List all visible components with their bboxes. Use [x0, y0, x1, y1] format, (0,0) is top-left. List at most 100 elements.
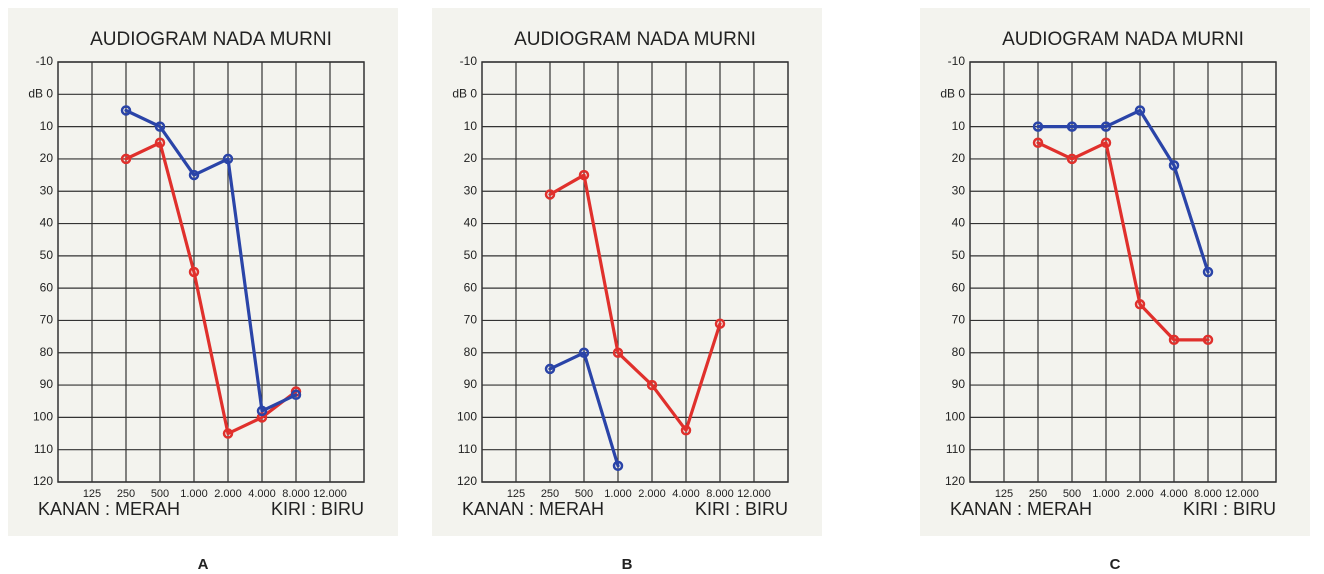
y-tick-label: 90	[40, 377, 54, 391]
y-tick-label: 30	[40, 183, 54, 197]
y-tick-label: 60	[40, 280, 54, 294]
chart-title: AUDIOGRAM NADA MURNI	[1002, 29, 1244, 50]
x-tick-label: 4.000	[672, 488, 700, 500]
data-point	[222, 153, 234, 165]
data-point	[612, 460, 624, 472]
y-tick-label: 60	[464, 280, 478, 294]
y-tick-label: 10	[40, 119, 54, 133]
legend-right: KIRI : BIRU	[271, 499, 364, 519]
chart-title: AUDIOGRAM NADA MURNI	[514, 29, 756, 50]
data-point	[1032, 137, 1044, 149]
y-tick-label: 100	[33, 410, 53, 424]
y-tick-label: 90	[952, 377, 966, 391]
series-line	[124, 141, 298, 436]
data-point	[578, 347, 590, 359]
data-point	[1032, 121, 1044, 132]
x-tick-label: 8.000	[706, 488, 734, 500]
x-tick-label: 250	[1029, 488, 1047, 500]
data-point	[612, 347, 624, 359]
y-tick-label: 80	[952, 345, 966, 359]
data-point	[544, 189, 556, 200]
y-tick-label: 10	[464, 119, 478, 133]
x-tick-label: 4.000	[248, 488, 276, 500]
panel-label: A	[198, 556, 209, 573]
chart-title: AUDIOGRAM NADA MURNI	[90, 29, 332, 50]
x-tick-label: 125	[507, 488, 525, 500]
data-point	[222, 428, 234, 439]
data-point	[188, 266, 200, 278]
legend-right: KIRI : BIRU	[695, 499, 788, 519]
data-point	[120, 153, 132, 165]
y-tick-label: 30	[464, 183, 478, 197]
x-tick-label: 125	[83, 488, 101, 500]
data-point	[714, 318, 726, 329]
data-point	[1066, 153, 1078, 165]
y-tick-label: dB 0	[452, 86, 477, 100]
y-tick-label: 30	[952, 183, 966, 197]
data-point	[578, 169, 590, 181]
y-tick-label: 70	[464, 313, 478, 327]
panel-label: B	[622, 556, 633, 573]
y-tick-label: 100	[945, 410, 965, 424]
data-point	[1134, 299, 1146, 310]
data-point	[1134, 105, 1146, 116]
y-tick-label: 80	[40, 345, 54, 359]
data-point	[256, 412, 268, 423]
data-point	[154, 137, 166, 149]
x-tick-label: 1.000	[1092, 488, 1120, 500]
y-tick-label: 20	[464, 151, 478, 165]
y-tick-label: 70	[40, 313, 54, 327]
y-tick-label: 90	[464, 377, 478, 391]
y-tick-label: 10	[952, 119, 966, 133]
data-point	[1168, 334, 1180, 346]
y-tick-label: 40	[952, 216, 966, 230]
x-tick-label: 1.000	[604, 488, 632, 500]
series-line	[1036, 108, 1210, 274]
data-point	[290, 389, 302, 401]
y-tick-label: 20	[40, 151, 54, 165]
x-tick-label: 2.000	[214, 488, 242, 500]
y-tick-label: 110	[34, 442, 53, 456]
paper	[8, 8, 398, 536]
data-point	[154, 121, 166, 132]
y-tick-label: 50	[952, 248, 966, 262]
data-point	[1066, 121, 1078, 132]
panel-label: C	[1110, 556, 1121, 573]
data-point	[1202, 334, 1214, 346]
y-tick-label: 60	[952, 280, 966, 294]
y-tick-label: -10	[948, 54, 966, 68]
y-tick-label: 110	[458, 442, 477, 456]
data-point	[256, 405, 268, 417]
x-tick-label: 12.000	[1225, 488, 1259, 500]
y-tick-label: 40	[40, 216, 54, 230]
x-tick-label: 1.000	[180, 488, 208, 500]
y-tick-label: 50	[464, 248, 478, 262]
y-tick-label: 120	[457, 474, 477, 488]
y-tick-label: 50	[40, 248, 54, 262]
y-tick-label: 40	[464, 216, 478, 230]
y-tick-label: 70	[952, 313, 966, 327]
data-point	[188, 169, 200, 181]
x-tick-label: 250	[541, 488, 559, 500]
x-tick-label: 12.000	[313, 488, 347, 500]
legend-right: KIRI : BIRU	[1183, 499, 1276, 519]
data-point	[646, 379, 658, 391]
data-point	[680, 425, 692, 436]
y-tick-label: 110	[946, 442, 965, 456]
x-tick-label: 4.000	[1160, 488, 1188, 500]
x-tick-label: 2.000	[1126, 488, 1154, 500]
legend-left: KANAN : MERAH	[38, 499, 180, 519]
series-line	[124, 108, 298, 413]
y-tick-label: dB 0	[28, 86, 53, 100]
data-point	[120, 105, 132, 116]
legend-left: KANAN : MERAH	[950, 499, 1092, 519]
series-line	[548, 351, 620, 468]
paper	[920, 8, 1310, 536]
y-tick-label: 100	[457, 410, 477, 424]
y-tick-label: 120	[33, 474, 53, 488]
y-tick-label: -10	[36, 54, 54, 68]
y-tick-label: dB 0	[940, 86, 965, 100]
data-point	[1100, 121, 1112, 132]
x-tick-label: 500	[151, 488, 169, 500]
